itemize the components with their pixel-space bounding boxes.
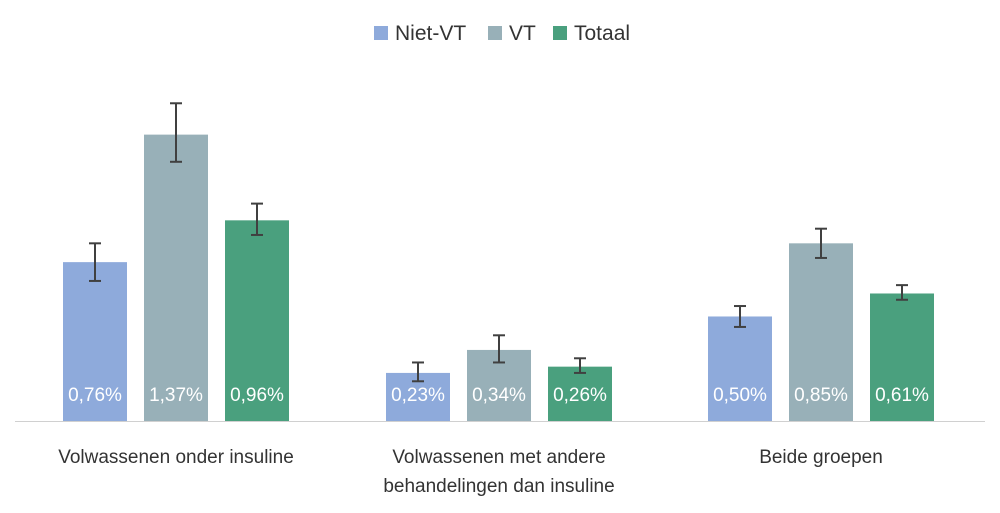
bar-label-0-2: 0,50% [713, 385, 767, 406]
error-bar-1-2 [815, 227, 827, 259]
legend-label-0: Niet-VT [395, 22, 466, 45]
bar-2-1 [548, 366, 612, 421]
legend-swatch-2 [553, 26, 567, 40]
error-bar-1-0 [170, 102, 182, 163]
bar-labels: 0,76% 0,23% 0,50% 1,37% 0,34% 0,85% 0,96% 0,26%… [68, 385, 929, 406]
bar-label-1-1: 0,34% [472, 385, 526, 406]
error-bar-1-1 [493, 334, 505, 364]
legend-label-1: VT [509, 22, 536, 45]
bar-label-2-0: 0,96% [230, 385, 284, 406]
bar-label-1-0: 1,37% [149, 385, 203, 406]
error-bars [89, 102, 908, 383]
bar-2-0 [225, 220, 289, 421]
error-bar-0-1 [412, 361, 424, 383]
legend-swatch-0 [374, 26, 388, 40]
error-bar-2-1 [574, 357, 586, 374]
error-bar-0-2 [734, 305, 746, 328]
legend-swatch-1 [488, 26, 502, 40]
bar-label-2-1: 0,26% [553, 385, 607, 406]
bar-1-0 [144, 134, 208, 422]
category-label-1: Volwassenen met andere behandelingen dan … [383, 447, 614, 497]
error-bar-2-2 [896, 284, 908, 301]
legend: Niet-VT VT Totaal [374, 22, 630, 45]
bar-2-2 [870, 293, 934, 421]
bar-label-2-2: 0,61% [875, 385, 929, 406]
bar-0-0 [63, 262, 127, 421]
error-bar-0-0 [89, 242, 101, 282]
bar-label-0-1: 0,23% [391, 385, 445, 406]
bar-0-2 [708, 316, 772, 421]
bar-label-0-0: 0,76% [68, 385, 122, 406]
category-label-0: Volwassenen onder insuline [58, 447, 294, 468]
error-bar-2-0 [251, 202, 263, 236]
bar-label-1-2: 0,85% [794, 385, 848, 406]
bar-1-2 [789, 243, 853, 421]
bars [63, 134, 934, 422]
category-label-2: Beide groepen [759, 447, 883, 468]
category-labels: Volwassenen onder insuline Volwassenen me… [58, 447, 883, 497]
legend-label-2: Totaal [574, 22, 630, 45]
